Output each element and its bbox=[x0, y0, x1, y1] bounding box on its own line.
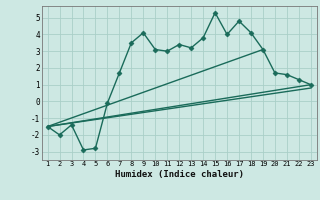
X-axis label: Humidex (Indice chaleur): Humidex (Indice chaleur) bbox=[115, 170, 244, 179]
